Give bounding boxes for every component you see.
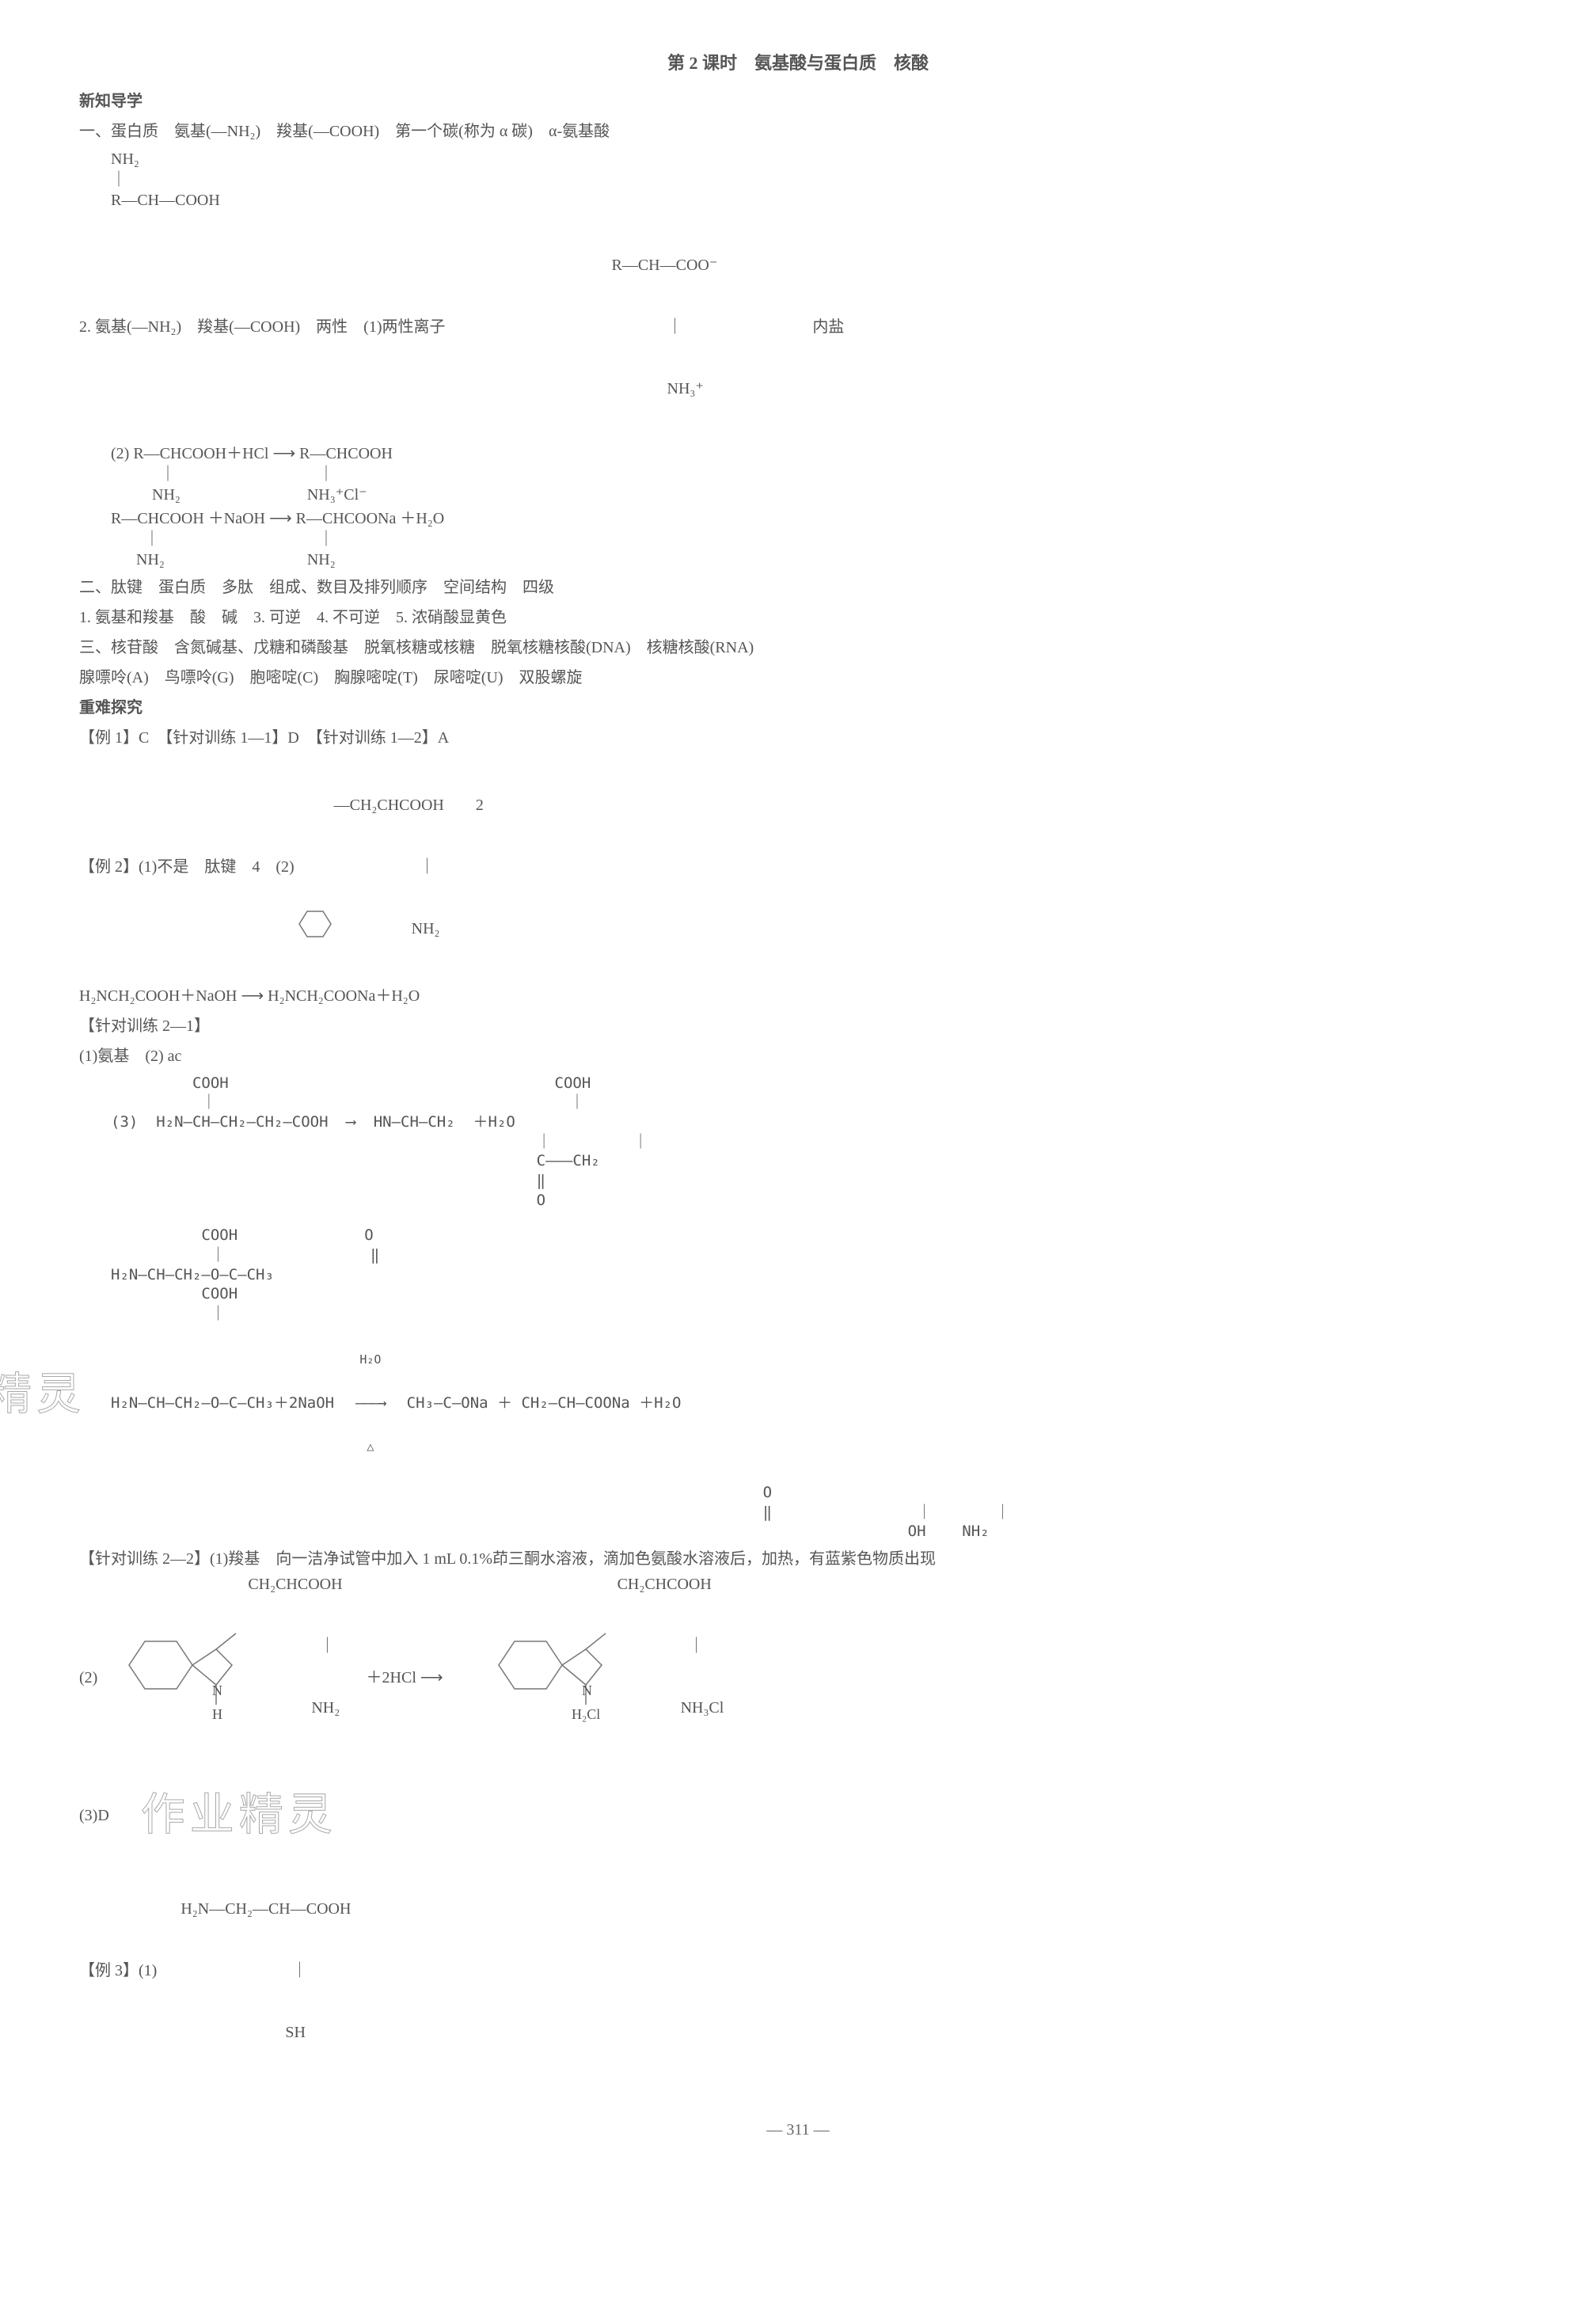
line-2a: 2. 氨基(—NH₂) 羧基(—COOH) 两性 (1)两性离子	[79, 313, 446, 341]
cys-bar: ｜	[180, 1960, 351, 1981]
is1-b: ｜	[248, 1636, 342, 1656]
cond-bot: △	[344, 1441, 398, 1453]
eb-l6-row: H₂N—CH—CH₂—O—C—CH₃＋2NaOH 作业精灵 H₂O ———→ △…	[111, 1324, 1517, 1483]
indole-pre: (2)	[79, 1664, 97, 1692]
line-2a-row: 2. 氨基(—NH₂) 羧基(—COOH) 两性 (1)两性离子 R—CH—CO…	[79, 214, 1517, 440]
rnaoh-sub: NH₂ NH₂	[111, 549, 1517, 570]
indole-side-1: CH₂CHCOOH ｜ NH₂	[248, 1533, 342, 1759]
example-2-row: 【例 2】(1)不是 肽键 4 (2) —CH₂CHCOOH 2 ｜ NH₂	[79, 754, 1517, 980]
svg-text:H: H	[212, 1706, 222, 1722]
is1-c: NH₂	[248, 1698, 342, 1718]
train-2-2-3: (3)D	[79, 1801, 109, 1830]
indole-N: N	[212, 1683, 222, 1698]
eb-r2: ‖ ｜ ｜	[111, 1503, 1517, 1523]
line-1: 一、蛋白质 氨基(—NH₂) 羧基(—COOH) 第一个碳(称为 α 碳) α-…	[79, 117, 1517, 146]
train-2-2-3-row: (3)D 作业精灵	[79, 1776, 1517, 1856]
eb-l1: COOH O	[111, 1226, 1517, 1245]
formula-alpha-amino: NH₂ ｜ R—CH—COOH	[111, 149, 1517, 211]
ex3-pre: 【例 3】(1)	[79, 1956, 157, 1985]
is2-c: NH₃Cl	[618, 1698, 724, 1718]
zw-l1: R—CH—COO⁻	[612, 255, 718, 276]
ester-block: COOH O ｜ ‖ H₂N—CH—CH₂—O—C—CH₃ COOH ｜ H₂N…	[111, 1226, 1517, 1542]
page-title: 第 2 课时 氨基酸与蛋白质 核酸	[79, 48, 1517, 79]
example-3-row: 【例 3】(1) H₂N—CH₂—CH—COOH ｜ SH	[79, 1857, 1517, 2084]
is2-a: CH₂CHCOOH	[618, 1574, 724, 1595]
ex2-rxn: H₂NCH₂COOH＋NaOH ⟶ H₂NCH₂COONa＋H₂O	[79, 982, 1517, 1010]
rnaoh-main: R—CHCOOH ＋NaOH ⟶ R—CHCOONa ＋H₂O	[111, 508, 1517, 529]
eb-l2: ｜ ‖	[111, 1245, 1517, 1265]
cyc-bot: C———CH₂	[111, 1151, 1517, 1171]
rhcl-bar: ｜ ｜	[111, 464, 1517, 485]
watermark-1: 作业精灵	[0, 1367, 86, 1424]
cys-main: H₂N—CH₂—CH—COOH	[180, 1899, 351, 1919]
eb-l6-post: CH₃—C—ONa ＋ CH₂—CH—COONa ＋H₂O	[397, 1394, 681, 1413]
rxn-naoh: R—CHCOOH ＋NaOH ⟶ R—CHCOONa ＋H₂O ｜ ｜ NH₂ …	[111, 508, 1517, 570]
train-2-1-head: 【针对训练 2—1】	[79, 1012, 1517, 1040]
cyc-o1: ‖	[111, 1171, 1517, 1191]
arrow-icon: ———→	[344, 1396, 398, 1411]
indole-side-2: CH₂CHCOOH ｜ NH₃Cl	[618, 1533, 724, 1759]
section-xinzhi: 新知导学	[79, 87, 1517, 116]
cys-sh: SH	[180, 2022, 351, 2043]
line-4: 1. 氨基和羧基 酸 碱 3. 可逆 4. 不可逆 5. 浓硝酸显黄色	[79, 603, 1517, 632]
svg-text:H₂Cl: H₂Cl	[572, 1706, 600, 1722]
indole-rxn-row: (2) N H CH₂CHCOOH ｜ NH₂ ＋2HCl ⟶ N H₂Cl C…	[79, 1581, 1517, 1774]
phe-bar: ｜	[334, 857, 484, 877]
section-zhongnan: 重难探究	[79, 694, 1517, 722]
rhcl-sub: NH₂ NH₃⁺Cl⁻	[111, 485, 1517, 505]
phe-main: —CH₂CHCOOH 2	[334, 795, 484, 816]
cyc-main: (3) H₂N—CH—CH₂—CH₂—COOH ⟶ HN—CH—CH₂ ＋H₂O	[111, 1112, 1517, 1132]
cond-top: H₂O	[344, 1354, 398, 1366]
cyc-top: COOH COOH	[111, 1074, 1517, 1093]
cysteine-struct: H₂N—CH₂—CH—COOH ｜ SH	[180, 1857, 351, 2084]
is1-a: CH₂CHCOOH	[248, 1574, 342, 1595]
svg-text:N: N	[582, 1683, 592, 1698]
neiyan-label: 内盐	[812, 313, 844, 341]
zw-l2: ｜	[612, 317, 718, 337]
ex2-pre: 【例 2】(1)不是 肽键 4 (2)	[79, 853, 294, 881]
rnaoh-bar: ｜ ｜	[111, 529, 1517, 549]
benzene-ring-icon	[294, 850, 334, 884]
page-number: — 311 —	[79, 2116, 1517, 2144]
cyc-bar1: ｜ ｜	[111, 1093, 1517, 1112]
rxn-hcl: (2) R—CHCOOH＋HCl ⟶ R—CHCOOH ｜ ｜ NH₂ NH₃⁺…	[111, 443, 1517, 505]
cyc-o2: O	[111, 1191, 1517, 1211]
f1-bar: ｜	[111, 169, 1517, 190]
f1-nh2: NH₂	[111, 149, 1517, 169]
watermark-2: 作业精灵	[141, 1776, 337, 1856]
eb-l6-pre: H₂N—CH—CH₂—O—C—CH₃＋2NaOH	[111, 1394, 344, 1413]
arrow-cond: H₂O ———→ △	[344, 1324, 398, 1483]
cyclic-rxn: COOH COOH ｜ ｜ (3) H₂N—CH—CH₂—CH₂—COOH ⟶ …	[111, 1074, 1517, 1211]
line-bases: 腺嘌呤(A) 鸟嘌呤(G) 胞嘧啶(C) 胸腺嘧啶(T) 尿嘧啶(U) 双股螺旋	[79, 664, 1517, 692]
zw-l3: NH₃⁺	[612, 378, 718, 399]
is2-b: ｜	[618, 1636, 724, 1656]
train-2-1-1: (1)氨基 (2) ac	[79, 1042, 1517, 1070]
rhcl-main: (2) R—CHCOOH＋HCl ⟶ R—CHCOOH	[111, 443, 1517, 464]
indole-mid: ＋2HCl ⟶	[367, 1664, 443, 1692]
zwitterion-struct: R—CH—COO⁻ ｜ NH₃⁺	[612, 214, 718, 440]
line-nucleotide: 三、核苷酸 含氮碱基、戊糖和磷酸基 脱氧核糖或核糖 脱氧核糖核酸(DNA) 核糖…	[79, 633, 1517, 662]
eb-l5: ｜	[111, 1304, 1517, 1324]
phe-struct: —CH₂CHCOOH 2 ｜ NH₂	[334, 754, 484, 980]
phe-nh2: NH₂	[334, 918, 484, 939]
example-1: 【例 1】C 【针对训练 1—1】D 【针对训练 1—2】A	[79, 724, 1517, 752]
line-peptide: 二、肽键 蛋白质 多肽 组成、数目及排列顺序 空间结构 四级	[79, 573, 1517, 602]
eb-r1: O	[111, 1483, 1517, 1503]
eb-l3: H₂N—CH—CH₂—O—C—CH₃	[111, 1265, 1517, 1285]
cyc-bar2: ｜ ｜	[111, 1132, 1517, 1152]
f1-main: R—CH—COOH	[111, 190, 1517, 211]
eb-l4: COOH	[111, 1284, 1517, 1304]
